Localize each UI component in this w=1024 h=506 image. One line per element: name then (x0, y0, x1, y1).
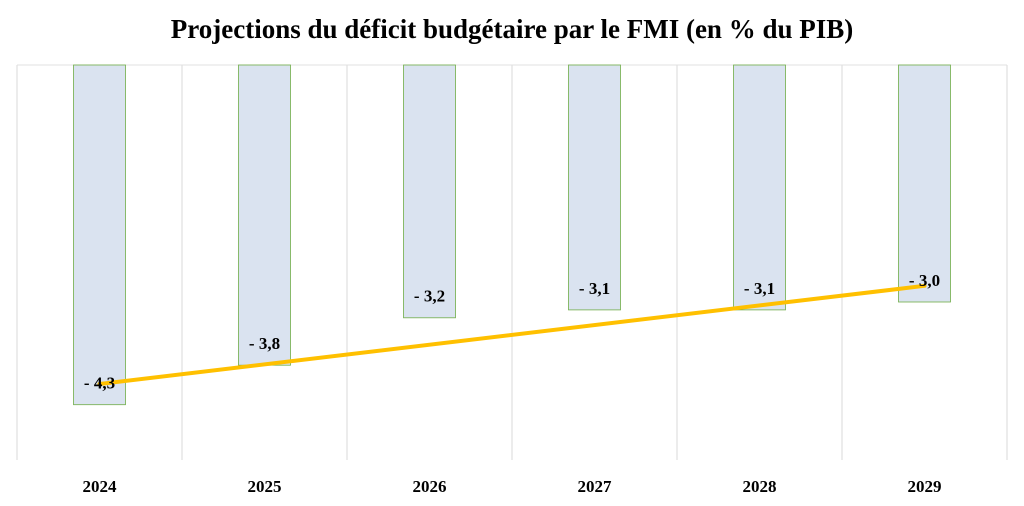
data-label: - 3,8 (249, 334, 280, 353)
bar (403, 64, 456, 319)
bar (733, 64, 786, 311)
x-tick-label: 2025 (248, 477, 282, 496)
x-tick-label: 2029 (908, 477, 942, 496)
x-tick-label: 2024 (83, 477, 118, 496)
data-label: - 3,1 (744, 279, 775, 298)
bar (73, 64, 126, 406)
data-label: - 3,2 (414, 287, 445, 306)
x-tick-label: 2026 (413, 477, 447, 496)
data-label: - 3,0 (909, 271, 940, 290)
x-tick-label: 2027 (578, 477, 613, 496)
x-tick-label: 2028 (743, 477, 777, 496)
data-label: - 4,3 (84, 374, 115, 393)
data-label: - 3,1 (579, 279, 610, 298)
bar (238, 64, 291, 366)
trend-line (97, 283, 927, 387)
bar (898, 64, 951, 303)
bar (568, 64, 621, 311)
chart-title: Projections du déficit budgétaire par le… (171, 14, 853, 44)
